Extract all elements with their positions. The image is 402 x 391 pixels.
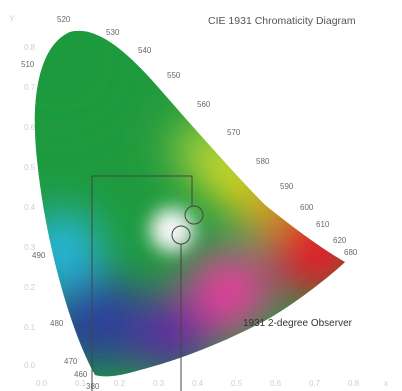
wavelength-labels: 380 460 470 480 490 510 520 530 540 550 … [21,15,358,391]
y-tick-label: 0.3 [24,243,36,252]
wavelength-label: 510 [21,60,35,69]
wavelength-label: 680 [344,248,358,257]
wavelength-label: 520 [57,15,71,24]
y-tick-label: 0.0 [24,361,36,370]
y-tick-label: 0.7 [24,83,36,92]
wavelength-label: 570 [227,128,241,137]
observer-label: 1931 2-degree Observer [243,318,353,329]
y-tick-label: 0.6 [24,123,36,132]
y-tick-label: 0.2 [24,283,36,292]
green-region [34,30,135,135]
white-point-glow [150,208,194,252]
wavelength-label: 550 [167,71,181,80]
x-tick-label: 0.4 [192,379,204,388]
wavelength-label: 610 [316,220,330,229]
axis-labels: y 0.8 0.7 0.6 0.5 0.4 0.3 0.2 0.1 0.0 0.… [10,13,388,388]
wavelength-label: 380 [86,382,100,391]
marker-circle-upper [184,205,204,225]
wavelength-label: 580 [256,157,270,166]
x-tick-label: 0.1 [75,379,87,388]
x-axis-letter: x [384,379,388,388]
guide-annotations [91,175,204,391]
x-tick-label: 0.0 [36,379,48,388]
wavelength-label: 540 [138,46,152,55]
y-tick-label: 0.4 [24,203,36,212]
guide-line-upper [91,175,193,391]
diagram-title: CIE 1931 Chromaticity Diagram [208,15,356,27]
x-tick-label: 0.8 [348,379,360,388]
x-tick-label: 0.2 [114,379,126,388]
y-axis-letter: y [10,13,14,22]
x-tick-label: 0.3 [153,379,165,388]
wavelength-label: 460 [74,370,88,379]
wavelength-label: 590 [280,182,294,191]
marker-circle-lower [171,225,191,245]
x-tick-label: 0.6 [270,379,282,388]
cyan-region [34,212,100,288]
violet-region [130,295,210,375]
y-tick-label: 0.1 [24,323,36,332]
wavelength-label: 560 [197,100,211,109]
x-tick-label: 0.7 [309,379,321,388]
wavelength-label: 470 [64,357,78,366]
wavelength-label: 530 [106,28,120,37]
wavelength-label: 490 [32,251,46,260]
wavelength-label: 480 [50,319,64,328]
y-tick-label: 0.8 [24,43,36,52]
magenta-region [186,250,270,334]
wavelength-label: 600 [300,203,314,212]
wavelength-label: 620 [333,236,347,245]
x-tick-label: 0.5 [231,379,243,388]
y-tick-label: 0.5 [24,163,36,172]
